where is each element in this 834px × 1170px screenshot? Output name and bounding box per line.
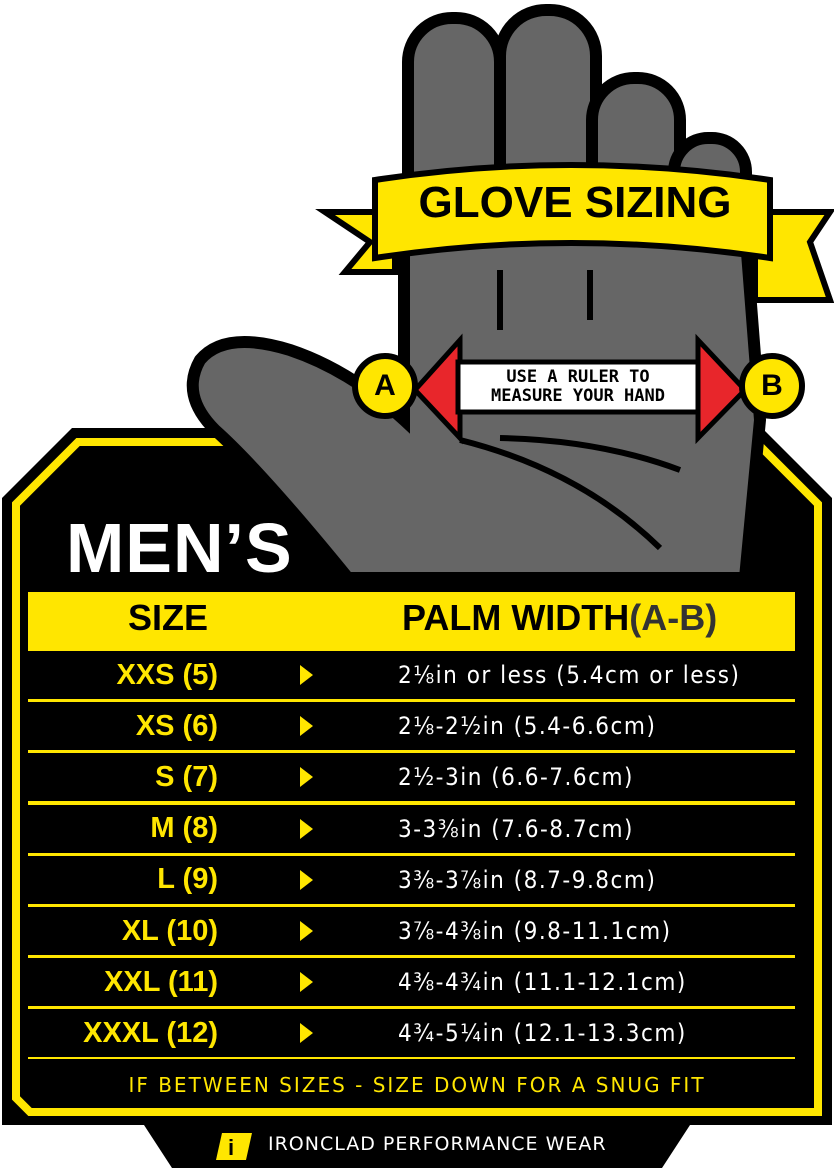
size-row: S (7) 2½-3in (6.6-7.6cm): [28, 753, 795, 802]
arrow-right-icon: [300, 869, 313, 890]
size-row: XS (6) 2⅛-2½in (5.4-6.6cm): [28, 702, 795, 751]
frame-yellow-border: [12, 438, 822, 1116]
size-label: XXL (11): [104, 965, 218, 998]
point-b-marker: [739, 353, 805, 419]
size-row: L (9) 3⅜-3⅞in (8.7-9.8cm): [28, 855, 795, 904]
size-row: XL (10) 3⅞-4⅜in (9.8-11.1cm): [28, 907, 795, 955]
ruler-note-line-1: USE A RULER TO: [506, 367, 650, 387]
arrow-right-icon: [300, 921, 313, 941]
ruler-arrow: [411, 333, 749, 445]
palm-width-value: 2⅛-2½in (5.4-6.6cm): [398, 712, 657, 741]
brand-name: IRONCLAD PERFORMANCE WEAR: [268, 1133, 607, 1155]
point-a-label: A: [374, 369, 396, 402]
palm-width-label: PALM WIDTH: [402, 597, 630, 638]
size-row: M (8) 3-3⅜in (7.6-8.7cm): [28, 804, 795, 853]
banner-ribbon: [315, 162, 834, 303]
size-label: XL (10): [121, 914, 218, 947]
size-header: SIZE: [128, 597, 209, 638]
section-title: MEN’S: [66, 509, 293, 587]
arrow-right-icon: [300, 716, 313, 737]
palm-width-value: 3⅜-3⅞in (8.7-9.8cm): [398, 865, 657, 894]
ruler-note-line-2: MEASURE YOUR HAND: [491, 386, 665, 406]
arrow-right-icon: [300, 767, 313, 788]
svg-text:i: i: [228, 1135, 234, 1160]
ruler-note: USE A RULER TO MEASURE YOUR HAND: [460, 368, 696, 406]
footer-note: IF BETWEEN SIZES - SIZE DOWN FOR A SNUG …: [128, 1073, 706, 1097]
size-label: XS (6): [135, 709, 218, 742]
point-a-marker: [352, 353, 418, 419]
arrow-right-icon: [300, 818, 313, 839]
point-b-label: B: [761, 369, 783, 402]
palm-width-suffix: (A-B): [629, 597, 718, 638]
arrow-right-icon: [300, 972, 313, 993]
palm-width-value: 4⅜-4¾in (11.1-12.1cm): [398, 968, 687, 997]
palm-width-value: 3-3⅜in (7.6-8.7cm): [398, 814, 634, 843]
arrow-right-icon: [300, 665, 313, 685]
ironclad-logo-icon: i: [216, 1133, 252, 1160]
arrow-right-icon: [300, 1023, 313, 1044]
size-label: S (7): [155, 760, 218, 793]
header-band: [28, 592, 795, 647]
palm-width-value: 2⅛in or less (5.4cm or less): [398, 661, 741, 689]
palm-width-value: 2½-3in (6.6-7.6cm): [398, 763, 634, 792]
hand-illustration: [186, 4, 767, 584]
size-label: XXXL (12): [83, 1016, 218, 1049]
size-label: XXS (5): [116, 658, 218, 691]
size-label: M (8): [150, 812, 218, 845]
palm-width-header: PALM WIDTH(A-B): [402, 597, 717, 639]
size-row: XXS (5) 2⅛in or less (5.4cm or less): [28, 651, 795, 699]
size-row: XXL (11) 4⅜-4¾in (11.1-12.1cm): [28, 958, 795, 1007]
palm-width-value: 4¾-5¼in (12.1-13.3cm): [398, 1019, 687, 1048]
size-row: XXXL (12) 4¾-5¼in (12.1-13.3cm): [28, 1009, 795, 1058]
palm-width-value: 3⅞-4⅜in (9.8-11.1cm): [398, 917, 672, 945]
banner-title: GLOVE SIZING: [418, 178, 732, 227]
palm-lines: [459, 270, 682, 551]
size-label: L (9): [157, 863, 218, 896]
